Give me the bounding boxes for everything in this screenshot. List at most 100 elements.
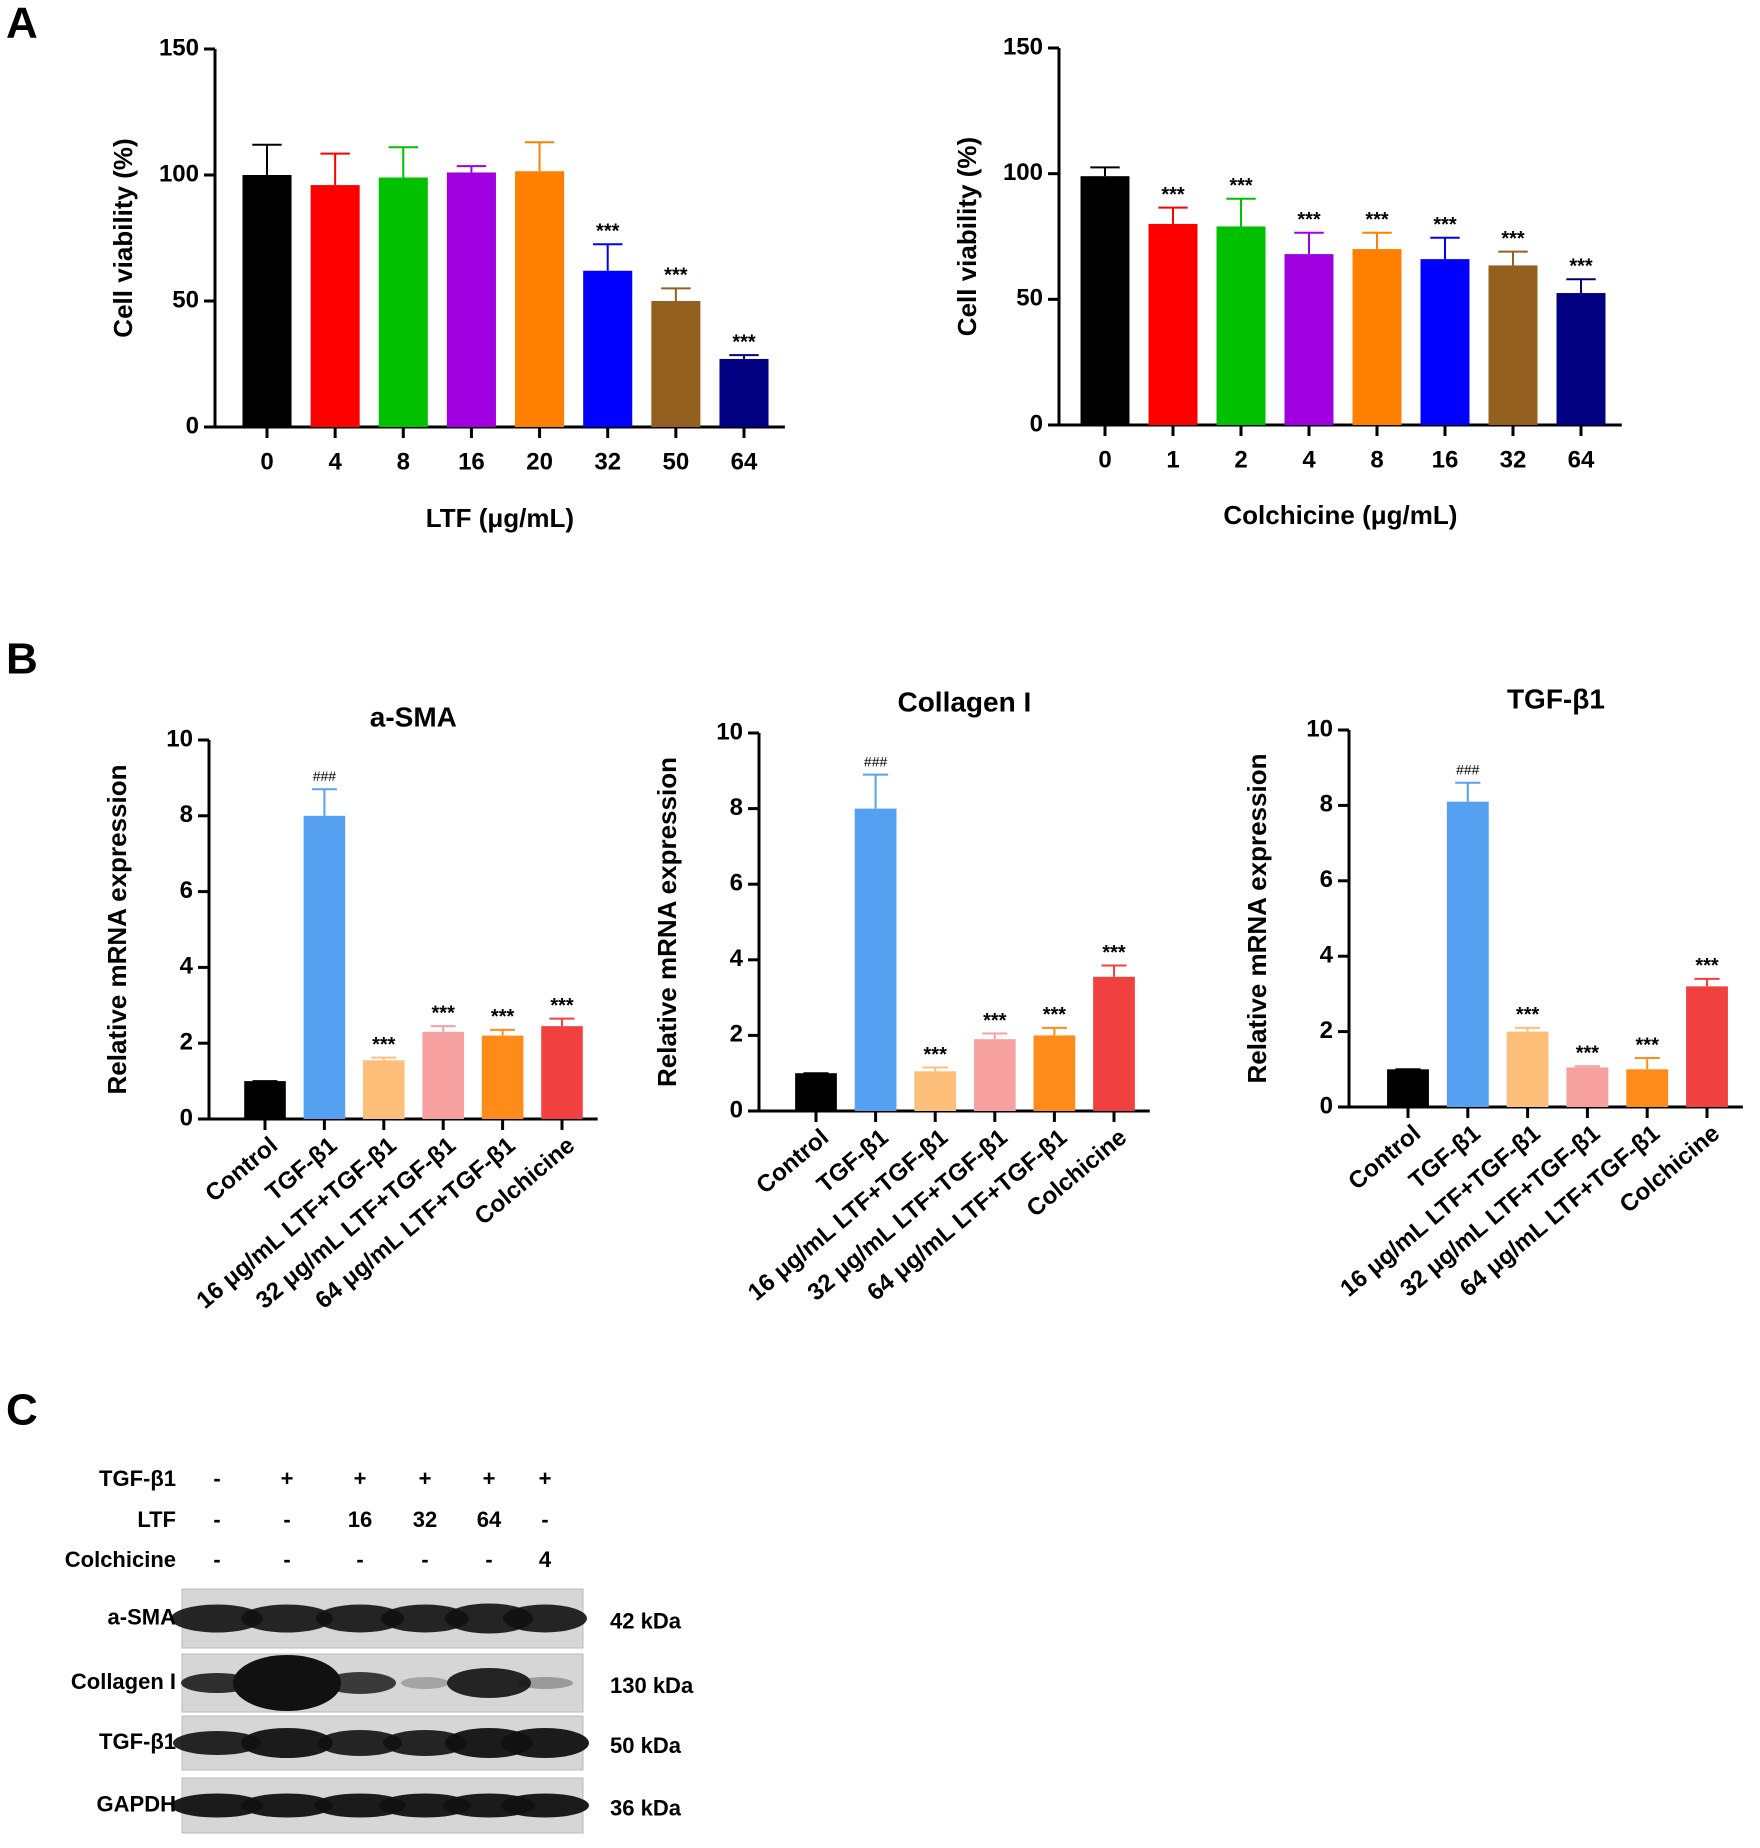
blot-band bbox=[171, 1604, 263, 1633]
y-axis-label: Relative mRNA expression bbox=[1242, 754, 1272, 1084]
y-tick-label: 0 bbox=[1320, 1092, 1333, 1119]
condition-value: 4 bbox=[539, 1547, 552, 1572]
panel-label: B bbox=[6, 635, 38, 684]
y-tick-label: 6 bbox=[1320, 866, 1333, 893]
blot-band bbox=[447, 1668, 531, 1698]
x-tick-label: 64 bbox=[1568, 446, 1595, 473]
bar bbox=[1284, 254, 1334, 425]
condition-value: - bbox=[541, 1507, 548, 1532]
significance-label: *** bbox=[1516, 1004, 1540, 1026]
x-tick-label: 32 bbox=[1500, 446, 1527, 473]
bar bbox=[244, 1081, 286, 1119]
blot-band bbox=[173, 1731, 261, 1755]
condition-value: - bbox=[485, 1547, 492, 1572]
significance-label: *** bbox=[1433, 214, 1457, 236]
y-tick-label: 8 bbox=[180, 801, 193, 828]
bar bbox=[719, 358, 769, 427]
significance-label: *** bbox=[1365, 209, 1389, 231]
condition-value: + bbox=[354, 1466, 367, 1491]
bar bbox=[1387, 1069, 1429, 1107]
panel-label: C bbox=[6, 1386, 38, 1435]
blot-band bbox=[517, 1677, 573, 1689]
significance-label: *** bbox=[1229, 175, 1253, 197]
significance-label: *** bbox=[1576, 1043, 1600, 1065]
bar bbox=[1216, 226, 1266, 425]
x-tick-label: 20 bbox=[526, 448, 553, 475]
band-label: TGF-β1 bbox=[99, 1729, 176, 1754]
band-label: GAPDH bbox=[97, 1791, 176, 1816]
significance-label: *** bbox=[1695, 955, 1719, 977]
blot-band bbox=[383, 1730, 467, 1756]
chart-title: Collagen I bbox=[897, 686, 1031, 717]
bar bbox=[854, 808, 897, 1111]
y-tick-label: 100 bbox=[1003, 159, 1043, 186]
bar bbox=[1686, 986, 1728, 1107]
y-tick-label: 6 bbox=[180, 877, 193, 904]
bar bbox=[1506, 1031, 1549, 1107]
condition-value: + bbox=[539, 1466, 552, 1491]
y-axis-label: Relative mRNA expression bbox=[102, 765, 132, 1095]
y-axis-label: Relative mRNA expression bbox=[652, 757, 682, 1087]
condition-value: - bbox=[213, 1547, 220, 1572]
y-tick-label: 8 bbox=[1320, 791, 1333, 818]
significance-label: *** bbox=[664, 265, 688, 287]
condition-value: 32 bbox=[413, 1507, 437, 1532]
condition-value: - bbox=[356, 1547, 363, 1572]
y-tick-label: 2 bbox=[180, 1029, 193, 1056]
y-tick-label: 0 bbox=[730, 1096, 743, 1123]
band-size: 50 kDa bbox=[610, 1733, 682, 1758]
significance-label: ### bbox=[864, 753, 888, 769]
blot-band bbox=[314, 1793, 406, 1818]
significance-label: *** bbox=[924, 1044, 948, 1066]
bar bbox=[1352, 249, 1402, 425]
significance-label: *** bbox=[372, 1034, 396, 1056]
bar bbox=[1556, 293, 1606, 425]
condition-value: + bbox=[281, 1466, 294, 1491]
blot-band bbox=[379, 1793, 471, 1818]
condition-value: - bbox=[421, 1547, 428, 1572]
blot-band bbox=[501, 1728, 589, 1758]
x-tick-label: 2 bbox=[1234, 446, 1247, 473]
x-tick-label: 0 bbox=[260, 448, 273, 475]
significance-label: *** bbox=[1501, 228, 1525, 250]
y-axis-label: Cell viability (%) bbox=[952, 137, 982, 336]
y-tick-label: 4 bbox=[1320, 942, 1334, 969]
x-tick-label: 4 bbox=[1302, 446, 1316, 473]
bar bbox=[310, 185, 360, 427]
x-tick-label: 64 bbox=[731, 448, 758, 475]
blot-band bbox=[324, 1672, 396, 1694]
band-label: Collagen I bbox=[71, 1669, 176, 1694]
y-tick-label: 0 bbox=[180, 1104, 193, 1131]
bar bbox=[1566, 1067, 1609, 1107]
bar bbox=[795, 1073, 837, 1111]
bar bbox=[1626, 1069, 1669, 1107]
chart-title: a-SMA bbox=[370, 701, 457, 732]
y-tick-label: 10 bbox=[1306, 715, 1333, 742]
x-tick-label: 1 bbox=[1166, 446, 1179, 473]
blot-band bbox=[241, 1604, 333, 1633]
significance-label: *** bbox=[1043, 1004, 1067, 1026]
significance-label: *** bbox=[1569, 256, 1593, 278]
significance-label: *** bbox=[491, 1006, 515, 1028]
blot-band bbox=[503, 1604, 587, 1633]
blot-band bbox=[241, 1793, 333, 1818]
significance-label: *** bbox=[983, 1010, 1007, 1032]
y-tick-label: 10 bbox=[716, 718, 743, 745]
condition-label: TGF-β1 bbox=[99, 1466, 176, 1491]
bar bbox=[651, 301, 701, 427]
significance-label: ### bbox=[1456, 761, 1480, 777]
significance-label: *** bbox=[550, 995, 574, 1017]
band-size: 36 kDa bbox=[610, 1795, 682, 1820]
y-tick-label: 50 bbox=[172, 286, 199, 313]
x-tick-label: 50 bbox=[663, 448, 690, 475]
bar bbox=[481, 1035, 524, 1119]
y-tick-label: 50 bbox=[1016, 285, 1043, 312]
condition-value: - bbox=[283, 1547, 290, 1572]
band-label: a-SMA bbox=[108, 1604, 177, 1629]
significance-label: *** bbox=[596, 221, 620, 243]
x-tick-label: 8 bbox=[397, 448, 410, 475]
blot-band bbox=[401, 1677, 449, 1689]
bar bbox=[914, 1071, 957, 1111]
significance-label: *** bbox=[432, 1002, 456, 1024]
y-tick-label: 150 bbox=[1003, 33, 1043, 60]
